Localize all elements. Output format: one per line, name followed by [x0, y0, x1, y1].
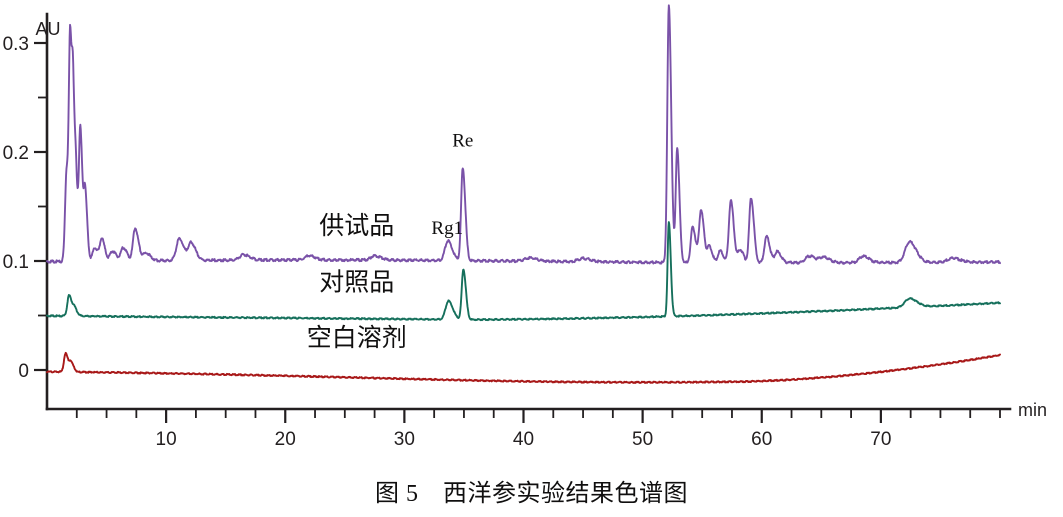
x-tick-label: 20 — [275, 429, 296, 450]
x-axis-unit-label: min — [1018, 400, 1047, 420]
peak-label-re: Re — [452, 131, 473, 152]
y-tick-label: 0 — [18, 361, 29, 382]
axes: 0 0.1 0.2 0.3 10 20 30 40 50 60 70 — [3, 12, 1012, 450]
y-tick-label: 0.3 — [3, 34, 29, 55]
series-label-test-sample: 供试品 — [319, 212, 394, 240]
series-label-blank-solvent: 空白溶剂 — [307, 324, 407, 352]
y-tick-label: 0.2 — [3, 143, 29, 164]
x-tick-label: 40 — [513, 429, 534, 450]
x-tick-label: 50 — [632, 429, 653, 450]
x-tick-label: 30 — [394, 429, 415, 450]
trace-lines — [46, 4, 1001, 384]
trace-blank-solvent — [46, 351, 1001, 384]
figure-caption: 图 5 西洋参实验结果色谱图 — [375, 481, 688, 507]
y-tick-label: 0.1 — [3, 252, 29, 273]
x-tick-label: 60 — [751, 429, 772, 450]
trace-test-sample — [46, 4, 1001, 265]
trace-reference-standard — [46, 221, 1001, 322]
peak-label-rg1: Rg1 — [431, 218, 463, 239]
x-tick-label: 10 — [156, 429, 177, 450]
series-label-reference-standard: 对照品 — [319, 268, 394, 296]
y-axis-unit-label: AU — [35, 19, 60, 39]
plot-labels: AUmin供试品对照品空白溶剂Rg1ReRb1 — [35, 19, 1047, 420]
x-tick-label: 70 — [870, 429, 891, 450]
